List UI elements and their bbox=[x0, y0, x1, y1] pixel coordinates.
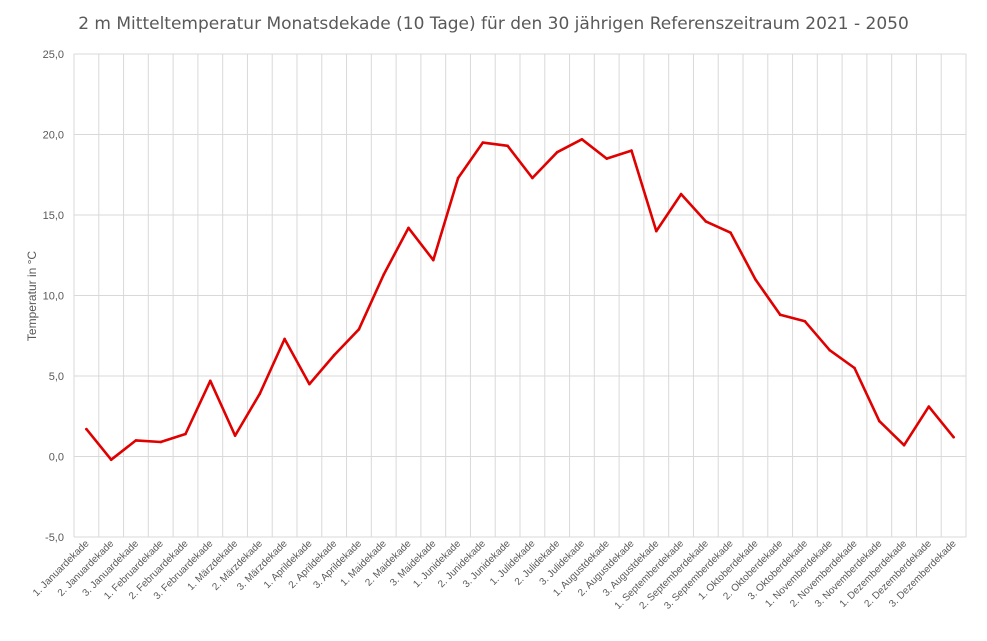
data-point bbox=[729, 231, 732, 235]
y-tick-label: 10,0 bbox=[43, 291, 64, 303]
data-point bbox=[308, 382, 311, 386]
data-point bbox=[456, 176, 460, 180]
y-tick-label: -5,0 bbox=[45, 532, 64, 544]
chart-title: 2 m Mitteltemperatur Monatsdekade (10 Ta… bbox=[78, 14, 909, 34]
series-line bbox=[85, 138, 955, 462]
data-point bbox=[258, 392, 262, 396]
y-tick-label: 15,0 bbox=[43, 210, 64, 222]
data-point bbox=[431, 258, 435, 262]
data-point bbox=[109, 458, 113, 462]
data-point bbox=[654, 229, 658, 233]
data-point bbox=[184, 432, 187, 436]
data-point bbox=[580, 138, 584, 141]
data-point bbox=[159, 440, 163, 444]
data-point bbox=[85, 427, 88, 431]
gridlines bbox=[73, 53, 967, 538]
data-point bbox=[902, 443, 906, 447]
data-point bbox=[803, 319, 807, 323]
data-point bbox=[332, 353, 336, 357]
data-point bbox=[233, 434, 237, 437]
data-point bbox=[407, 226, 410, 230]
data-point bbox=[828, 348, 832, 352]
data-point bbox=[952, 435, 955, 439]
data-point bbox=[877, 419, 881, 423]
data-point bbox=[283, 337, 286, 341]
y-tick-label: 20,0 bbox=[43, 130, 64, 142]
data-point bbox=[927, 405, 931, 408]
data-point bbox=[481, 141, 485, 144]
data-point bbox=[605, 157, 609, 160]
data-point bbox=[555, 150, 559, 154]
data-point bbox=[134, 439, 138, 442]
y-tick-label: 0,0 bbox=[49, 452, 64, 464]
y-axis-label: Temperatur in °C bbox=[25, 251, 39, 341]
data-point bbox=[357, 328, 361, 331]
data-point bbox=[531, 176, 534, 180]
y-tick-label: 5,0 bbox=[49, 371, 64, 383]
data-point bbox=[853, 366, 856, 370]
data-point bbox=[630, 149, 633, 152]
series-lines bbox=[85, 138, 955, 462]
data-point bbox=[208, 379, 212, 383]
data-point bbox=[754, 278, 757, 281]
data-point bbox=[679, 192, 683, 196]
y-tick-label: 25,0 bbox=[43, 49, 64, 61]
data-point bbox=[506, 144, 509, 148]
data-point bbox=[382, 273, 386, 276]
data-point bbox=[704, 220, 708, 223]
data-point bbox=[778, 313, 782, 317]
